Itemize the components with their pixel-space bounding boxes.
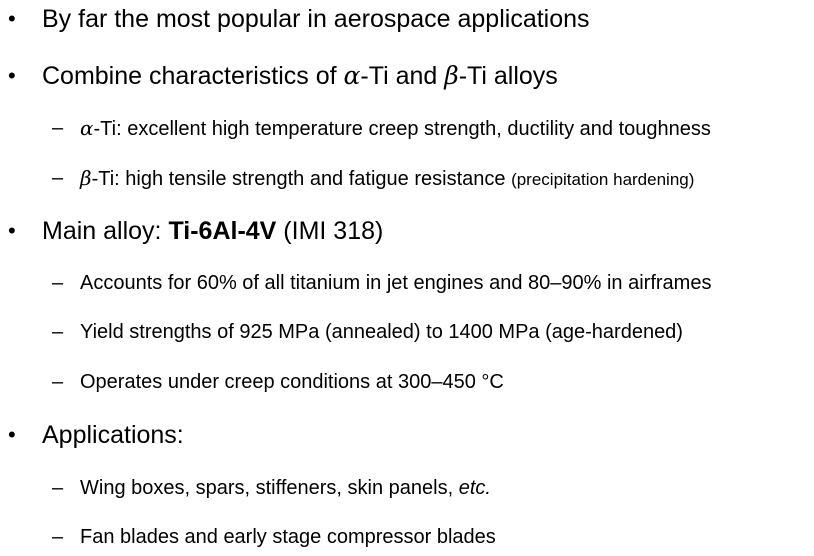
note-text: (precipitation hardening) — [511, 170, 695, 189]
text-segment: Wing boxes, spars, stiffeners, skin pane… — [80, 477, 459, 499]
bullet-text: By far the most popular in aerospace app… — [42, 5, 590, 33]
text-segment: -Ti and — [360, 62, 445, 90]
beta-symbol: β — [444, 61, 459, 90]
alpha-symbol: α — [80, 116, 94, 140]
alloy-name: Ti-6Al-4V — [168, 217, 277, 245]
bullet-dot-icon: • — [8, 218, 16, 243]
dash-icon: – — [52, 477, 64, 499]
beta-symbol: β — [80, 166, 92, 190]
bullet-dot-icon: • — [8, 422, 16, 447]
sub-bullet-text: α-Ti: excellent high temperature creep s… — [80, 115, 711, 142]
text-segment: Main alloy: — [42, 217, 169, 245]
bullet-text: Applications: — [42, 421, 184, 449]
dash-icon: – — [52, 117, 64, 139]
sub-bullet-text: Yield strengths of 925 MPa (annealed) to… — [80, 321, 683, 343]
sub-bullet-text: Wing boxes, spars, stiffeners, skin pane… — [80, 475, 491, 501]
sub-bullet-text: β-Ti: high tensile strength and fatigue … — [80, 165, 694, 193]
bullet-text: Combine characteristics of α-Ti and β-Ti… — [42, 61, 558, 91]
bullet-dot-icon: • — [8, 6, 16, 31]
bullet-text: Main alloy: Ti-6Al-4V (IMI 318) — [42, 216, 383, 246]
text-segment: -Ti: excellent high temperature creep st… — [93, 118, 711, 140]
dash-icon: – — [52, 371, 64, 393]
text-segment: -Ti: high tensile strength and fatigue r… — [91, 168, 512, 190]
dash-icon: – — [52, 272, 64, 294]
text-segment: Combine characteristics of — [42, 62, 344, 90]
dash-icon: – — [52, 526, 64, 548]
sub-bullet-text: Accounts for 60% of all titanium in jet … — [80, 272, 712, 294]
dash-icon: – — [52, 321, 64, 343]
sub-bullet-text: Operates under creep conditions at 300–4… — [80, 371, 504, 393]
etc-text: etc. — [458, 477, 491, 499]
text-segment: (IMI 318) — [276, 217, 384, 245]
dash-icon: – — [52, 167, 64, 189]
sub-bullet-text: Fan blades and early stage compressor bl… — [80, 526, 496, 548]
alpha-symbol: α — [343, 61, 361, 90]
bullet-dot-icon: • — [8, 63, 16, 88]
text-segment: -Ti alloys — [458, 62, 558, 90]
